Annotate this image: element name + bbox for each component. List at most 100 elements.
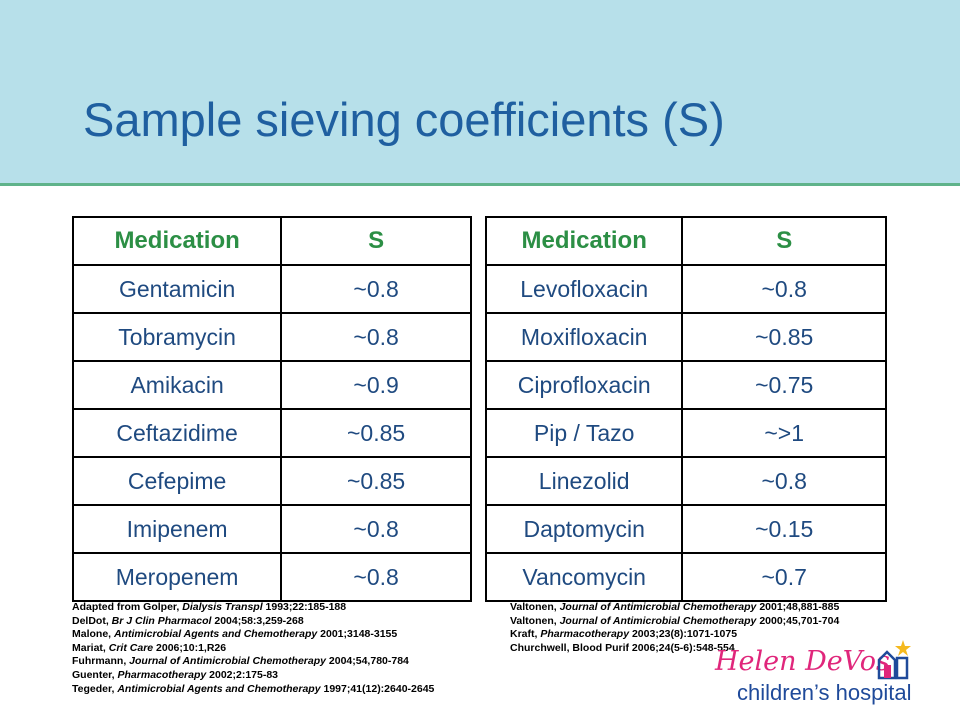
references-left: Adapted from Golper, Dialysis Transpl 19…	[72, 601, 434, 696]
logo-name: Helen DeVos	[715, 646, 890, 677]
table-row: Daptomycin ~0.15	[484, 504, 887, 554]
reference-journal: Br J Clin Pharmacol	[111, 614, 212, 627]
reference-text: Valtonen,	[510, 614, 560, 627]
s-value-cell: ~0.9	[280, 360, 472, 410]
medication-cell: Gentamicin	[71, 264, 283, 314]
medication-cell: Moxifloxacin	[484, 312, 684, 362]
header-medication: Medication	[71, 216, 283, 266]
hospital-building-icon	[877, 640, 911, 680]
table-row: Amikacin ~0.9	[71, 360, 472, 410]
s-value-cell: ~0.85	[681, 312, 887, 362]
medication-cell: Amikacin	[71, 360, 283, 410]
left-medication-table: Medication S Gentamicin ~0.8 Tobramycin ~0.…	[71, 216, 472, 602]
reference-text: Kraft,	[510, 628, 541, 641]
reference-journal: Dialysis Transpl	[182, 601, 263, 613]
reference-journal: Pharmacotherapy	[540, 628, 630, 641]
reference-text: Valtonen,	[510, 601, 560, 613]
slide-title: Sample sieving coefficients (S)	[83, 93, 725, 146]
reference-journal: Journal of Antimicrobial Chemotherapy	[559, 614, 757, 627]
header-s: S	[681, 216, 887, 266]
reference-text: 1997;41(12):2640-2645	[320, 682, 435, 695]
reference-journal: Pharmacotherapy	[117, 668, 207, 681]
medication-cell: Daptomycin	[484, 504, 684, 554]
header-band	[0, 0, 960, 186]
reference-text: 2006;10:1,R26	[153, 641, 227, 654]
header-medication: Medication	[484, 216, 684, 266]
reference-line: Mariat, Crit Care 2006;10:1,R26	[72, 642, 434, 656]
reference-text: Malone,	[72, 628, 115, 641]
medication-cell: Levofloxacin	[484, 264, 684, 314]
reference-line: Churchwell, Blood Purif 2006;24(5-6):548…	[510, 642, 839, 656]
reference-line: Valtonen, Journal of Antimicrobial Chemo…	[510, 615, 839, 629]
reference-journal: Crit Care	[108, 641, 154, 654]
header-s: S	[280, 216, 472, 266]
reference-journal: Journal of Antimicrobial Chemotherapy	[129, 655, 326, 668]
table-row: Levofloxacin ~0.8	[484, 264, 887, 314]
reference-text: 2003;23(8):1071-1075	[629, 628, 738, 641]
table-header-row: Medication S	[71, 216, 472, 266]
s-value-cell: ~0.15	[681, 504, 887, 554]
s-value-cell: ~0.8	[280, 552, 472, 602]
s-value-cell: ~0.8	[681, 264, 887, 314]
reference-text: 2001;48,881-885	[756, 601, 840, 613]
reference-text: Fuhrmann,	[72, 655, 130, 668]
reference-text: 2004;54,780-784	[325, 655, 409, 668]
table-row: Moxifloxacin ~0.85	[484, 312, 887, 362]
medication-cell: Vancomycin	[484, 552, 684, 602]
reference-text: Adapted from Golper,	[72, 601, 183, 613]
reference-text: 2004;58:3,259-268	[211, 614, 304, 627]
s-value-cell: ~0.8	[280, 264, 472, 314]
medication-cell: Cefepime	[71, 456, 283, 506]
medication-cell: Imipenem	[71, 504, 283, 554]
reference-line: Adapted from Golper, Dialysis Transpl 19…	[72, 601, 434, 615]
table-row: Pip / Tazo ~>1	[484, 408, 887, 458]
medication-cell: Tobramycin	[71, 312, 283, 362]
right-medication-table: Medication S Levofloxacin ~0.8 Moxifloxaci…	[484, 216, 887, 602]
reference-text: 2001;3148-3155	[317, 628, 398, 641]
table-row: Meropenem ~0.8	[71, 552, 472, 602]
reference-text: 2002;2:175-83	[206, 668, 279, 681]
table-row: Linezolid ~0.8	[484, 456, 887, 506]
table-row: Cefepime ~0.85	[71, 456, 472, 506]
table-row: Imipenem ~0.8	[71, 504, 472, 554]
medication-cell: Meropenem	[71, 552, 283, 602]
reference-line: Tegeder, Antimicrobial Agents and Chemot…	[72, 683, 434, 697]
hospital-logo: Helen DeVos children’s hospital	[715, 640, 945, 716]
reference-journal: Journal of Antimicrobial Chemotherapy	[559, 601, 757, 613]
s-value-cell: ~0.7	[681, 552, 887, 602]
reference-text: DelDot,	[72, 614, 112, 627]
reference-text: Churchwell, Blood Purif 2006;24(5-6):548…	[510, 641, 735, 654]
reference-journal: Antimicrobial Agents and Chemotherapy	[117, 682, 321, 695]
s-value-cell: ~0.8	[280, 312, 472, 362]
reference-line: Malone, Antimicrobial Agents and Chemoth…	[72, 628, 434, 642]
s-value-cell: ~0.85	[280, 408, 472, 458]
reference-text: 2000;45,701-704	[756, 614, 840, 627]
reference-line: Kraft, Pharmacotherapy 2003;23(8):1071-1…	[510, 628, 839, 642]
reference-line: Valtonen, Journal of Antimicrobial Chemo…	[510, 601, 839, 615]
medication-cell: Pip / Tazo	[484, 408, 684, 458]
s-value-cell: ~0.75	[681, 360, 887, 410]
table-row: Tobramycin ~0.8	[71, 312, 472, 362]
references-right: Valtonen, Journal of Antimicrobial Chemo…	[510, 601, 839, 655]
table-row: Ciprofloxacin ~0.75	[484, 360, 887, 410]
medication-cell: Ceftazidime	[71, 408, 283, 458]
reference-line: DelDot, Br J Clin Pharmacol 2004;58:3,25…	[72, 615, 434, 629]
reference-journal: Antimicrobial Agents and Chemotherapy	[114, 628, 318, 641]
table-header-row: Medication S	[484, 216, 887, 266]
reference-text: Guenter,	[72, 668, 118, 681]
reference-text: Mariat,	[72, 641, 109, 654]
reference-text: Tegeder,	[72, 682, 118, 695]
s-value-cell: ~0.85	[280, 456, 472, 506]
logo-subtitle: children’s hospital	[737, 680, 912, 705]
s-value-cell: ~0.8	[681, 456, 887, 506]
reference-line: Fuhrmann, Journal of Antimicrobial Chemo…	[72, 655, 434, 669]
medication-cell: Ciprofloxacin	[484, 360, 684, 410]
s-value-cell: ~0.8	[280, 504, 472, 554]
reference-text: 1993;22:185-188	[262, 601, 347, 613]
table-row: Ceftazidime ~0.85	[71, 408, 472, 458]
table-row: Gentamicin ~0.8	[71, 264, 472, 314]
reference-line: Guenter, Pharmacotherapy 2002;2:175-83	[72, 669, 434, 683]
medication-cell: Linezolid	[484, 456, 684, 506]
table-row: Vancomycin ~0.7	[484, 552, 887, 602]
s-value-cell: ~>1	[681, 408, 887, 458]
